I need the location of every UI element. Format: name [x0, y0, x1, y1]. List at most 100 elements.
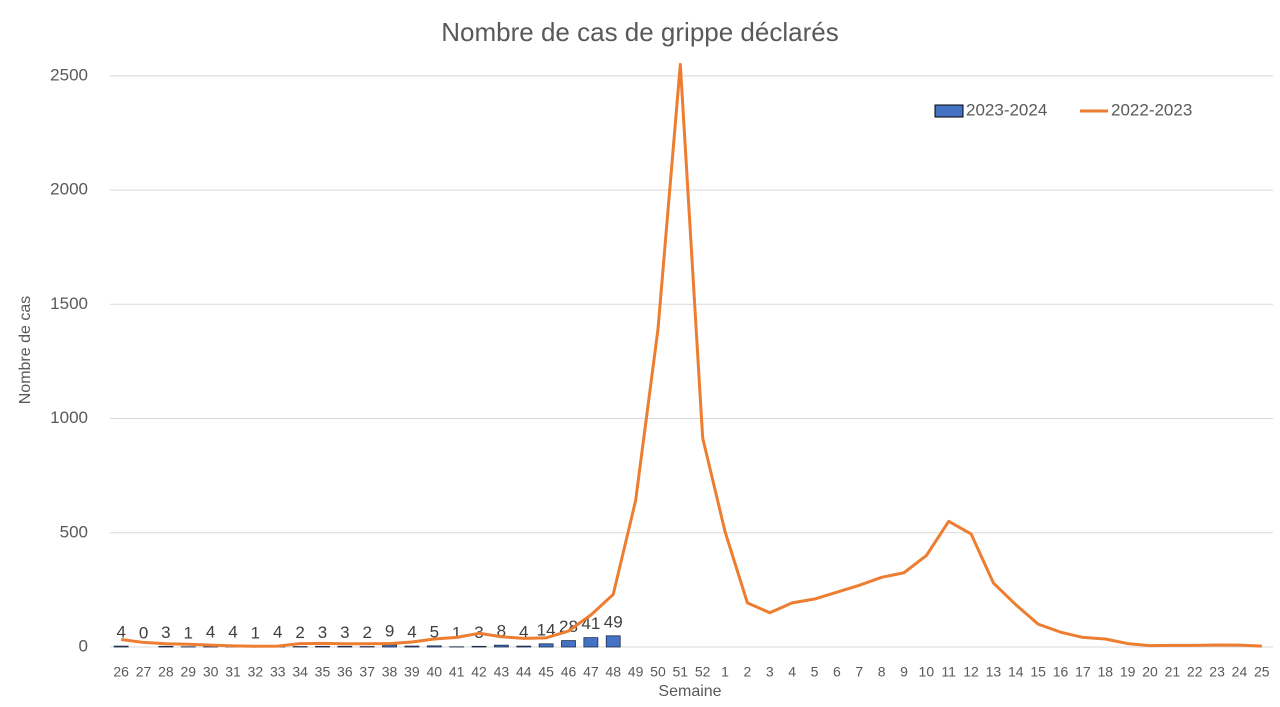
x-tick-label: 17	[1075, 664, 1091, 680]
y-tick-label: 2500	[50, 65, 88, 84]
x-tick-label: 12	[963, 664, 979, 680]
data-label: 3	[318, 623, 327, 642]
data-label: 4	[116, 623, 125, 642]
bar	[337, 645, 353, 648]
x-tick-label: 27	[136, 664, 152, 680]
bar	[426, 645, 442, 648]
x-tick-label: 9	[900, 664, 908, 680]
legend-label: 2023-2024	[966, 100, 1047, 119]
data-label: 4	[206, 623, 215, 642]
x-tick-label: 20	[1142, 664, 1158, 680]
data-label: 2	[295, 623, 304, 642]
x-tick-label: 43	[494, 664, 510, 680]
x-tick-label: 46	[561, 664, 577, 680]
x-tick-label: 3	[766, 664, 774, 680]
x-tick-label: 21	[1165, 664, 1181, 680]
data-label: 3	[340, 623, 349, 642]
bar	[471, 645, 487, 648]
x-tick-label: 19	[1120, 664, 1136, 680]
x-tick-label: 24	[1232, 664, 1248, 680]
bar	[404, 645, 420, 648]
bar	[605, 635, 621, 648]
x-tick-label: 14	[1008, 664, 1024, 680]
x-tick-label: 48	[605, 664, 621, 680]
x-tick-label: 30	[203, 664, 219, 680]
x-tick-label: 42	[471, 664, 487, 680]
bar	[315, 645, 330, 648]
data-label: 14	[537, 620, 556, 639]
x-tick-label: 44	[516, 664, 532, 680]
data-label: 1	[184, 623, 193, 642]
x-tick-label: 23	[1209, 664, 1225, 680]
data-label: 5	[430, 622, 439, 641]
data-label: 1	[251, 623, 260, 642]
x-tick-label: 47	[583, 664, 599, 680]
data-label: 3	[161, 623, 170, 642]
legend-swatch	[934, 104, 964, 118]
x-tick-label: 18	[1097, 664, 1113, 680]
legend-label: 2022-2023	[1111, 100, 1192, 119]
bar	[113, 645, 129, 648]
x-tick-label: 1	[721, 664, 729, 680]
bar	[561, 640, 576, 648]
x-tick-label: 10	[919, 664, 935, 680]
data-label: 4	[228, 623, 237, 642]
x-tick-label: 28	[158, 664, 174, 680]
data-label: 49	[604, 612, 623, 631]
x-tick-label: 49	[628, 664, 644, 680]
y-tick-label: 500	[60, 522, 88, 541]
line	[120, 62, 1262, 648]
x-tick-label: 31	[225, 664, 241, 680]
x-tick-label: 22	[1187, 664, 1203, 680]
data-label: 41	[581, 614, 600, 633]
data-label: 4	[273, 623, 282, 642]
x-tick-label: 32	[248, 664, 264, 680]
x-tick-label: 5	[811, 664, 819, 680]
data-label: 1	[452, 623, 461, 642]
bar	[516, 645, 532, 648]
x-tick-label: 7	[855, 664, 863, 680]
data-label: 4	[519, 623, 528, 642]
y-tick-label: 2000	[50, 180, 88, 199]
x-tick-label: 40	[427, 664, 443, 680]
bar	[158, 645, 174, 648]
x-tick-label: 6	[833, 664, 841, 680]
bar	[493, 644, 509, 648]
data-label: 0	[139, 623, 148, 642]
x-tick-label: 29	[180, 664, 196, 680]
x-tick-label: 26	[113, 664, 129, 680]
x-tick-label: 16	[1053, 664, 1069, 680]
x-tick-label: 41	[449, 664, 465, 680]
x-tick-label: 37	[359, 664, 375, 680]
x-tick-label: 33	[270, 664, 286, 680]
data-label: 4	[407, 623, 416, 642]
bar	[538, 643, 554, 648]
chart-title: Nombre de cas de grippe déclarés	[441, 17, 838, 47]
y-axis-label: Nombre de cas	[17, 296, 34, 405]
x-tick-label: 50	[650, 664, 666, 680]
x-tick-label: 51	[673, 664, 689, 680]
data-label: 2	[362, 623, 371, 642]
x-tick-label: 13	[986, 664, 1002, 680]
x-tick-label: 38	[382, 664, 398, 680]
data-label: 8	[497, 622, 506, 641]
x-tick-label: 15	[1030, 664, 1046, 680]
x-axis-label: Semaine	[658, 683, 721, 700]
bar	[583, 637, 599, 648]
bar	[382, 644, 397, 648]
x-tick-label: 25	[1254, 664, 1270, 680]
x-tick-label: 2	[744, 664, 752, 680]
y-tick-label: 0	[79, 636, 88, 655]
x-tick-label: 11	[941, 664, 956, 680]
x-tick-label: 52	[695, 664, 711, 680]
x-tick-label: 8	[878, 664, 886, 680]
y-tick-label: 1500	[50, 294, 88, 313]
data-label: 9	[385, 621, 394, 640]
x-tick-label: 34	[292, 664, 308, 680]
x-tick-label: 36	[337, 664, 353, 680]
x-tick-label: 45	[538, 664, 554, 680]
x-tick-label: 35	[315, 664, 331, 680]
x-tick-label: 4	[788, 664, 796, 680]
x-tick-label: 39	[404, 664, 420, 680]
